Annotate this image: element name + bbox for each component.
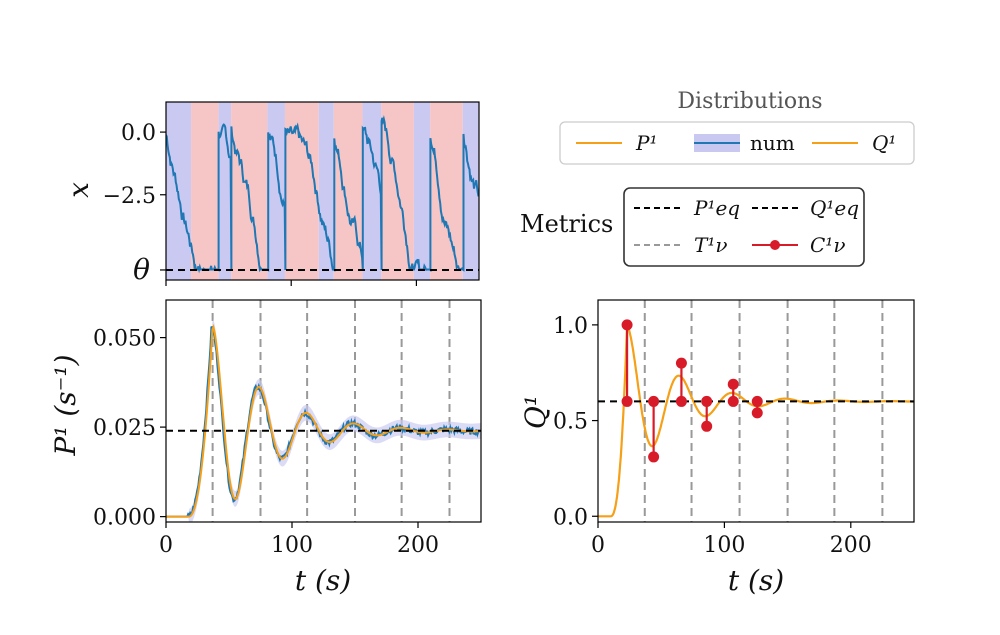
- red-state-region: [191, 102, 219, 280]
- blue-state-region: [362, 102, 382, 280]
- x-tick-label: 200: [397, 533, 439, 558]
- y-tick-label: 0.5: [553, 410, 588, 435]
- ticks: 0.000 0.025 0.050 0 100 200: [93, 327, 439, 558]
- c-point: [648, 451, 660, 463]
- x-axis-label: t (s): [728, 564, 784, 597]
- red-state-region: [333, 102, 363, 280]
- legend-c-label: C¹ν: [810, 233, 845, 257]
- c-base-point: [648, 395, 660, 407]
- x-axis-label: t (s): [295, 564, 351, 597]
- metrics-legend: Metrics P¹eq Q¹eq T¹ν C¹ν: [520, 187, 865, 267]
- red-state-region: [430, 102, 463, 280]
- top-left-axes: 0.0 −2.5 θ x: [62, 101, 480, 286]
- y-tick-label: 0.0: [121, 121, 156, 146]
- c-point: [621, 319, 633, 331]
- x-tick-label: 100: [271, 533, 313, 558]
- blue-state-region: [267, 102, 285, 280]
- x-tick-label: 100: [703, 533, 745, 558]
- y-axis-label: Q¹: [519, 395, 552, 429]
- y-axis-label: x: [62, 182, 95, 198]
- state-background: [166, 102, 479, 280]
- legend-peq-label: P¹eq: [693, 196, 740, 220]
- c-point: [751, 407, 763, 419]
- legend-q1-label: Q¹: [872, 131, 896, 155]
- c-point: [727, 378, 739, 390]
- y-tick-label: −2.5: [103, 184, 156, 209]
- ticks: 0.0 0.5 1.0 0 100 200: [553, 314, 872, 558]
- legend-title: Distributions: [677, 89, 822, 114]
- p1-series-line: [166, 323, 481, 518]
- y-tick-label: 0.000: [93, 506, 156, 531]
- legend-title: Metrics: [520, 210, 613, 238]
- blue-state-region: [413, 102, 431, 280]
- legend-box: [623, 187, 865, 267]
- c-metric-points: [621, 319, 763, 463]
- num-confidence-band: [166, 319, 481, 522]
- legend-num-label: num: [750, 131, 795, 155]
- bottom-left-frame: [165, 299, 482, 523]
- c-base-point: [621, 395, 633, 407]
- legend-qeq-label: Q¹eq: [810, 196, 859, 220]
- legend-c-swatch-dot: [770, 240, 780, 250]
- period-lines: [211, 300, 451, 522]
- y-tick-label: 0.050: [93, 327, 156, 352]
- legend-t-label: T¹ν: [694, 233, 728, 257]
- c-point: [675, 357, 687, 369]
- c-base-point: [751, 395, 763, 407]
- c-base-point: [675, 395, 687, 407]
- y-tick-label: 1.0: [553, 314, 588, 339]
- c-base-point: [727, 395, 739, 407]
- x-tick-label: 0: [159, 533, 173, 558]
- y-ticks: 0.0 −2.5: [103, 121, 417, 286]
- period-lines: [643, 300, 884, 522]
- x-tick-label: 200: [830, 533, 872, 558]
- red-state-region: [284, 102, 319, 280]
- y-axis-label: P¹ (s⁻¹): [49, 354, 82, 456]
- x-trace: [166, 115, 479, 274]
- bottom-left-axes: 0.000 0.025 0.050 0 100 200 t (s) P¹ (s⁻¹): [49, 299, 482, 597]
- x-tick-label: 0: [591, 533, 605, 558]
- theta-tick-label: θ: [133, 253, 150, 286]
- blue-state-region: [318, 102, 334, 280]
- legend-p1-label: P¹: [635, 131, 657, 155]
- blue-state-region: [462, 102, 479, 280]
- bottom-right-frame: [597, 299, 915, 523]
- c-point: [701, 420, 713, 432]
- y-tick-label: 0.0: [553, 505, 588, 530]
- distributions-legend: Distributions P¹ num Q¹: [559, 89, 915, 165]
- c-base-point: [701, 395, 713, 407]
- y-tick-label: 0.025: [93, 416, 156, 441]
- top-left-frame: [165, 101, 480, 281]
- bottom-right-axes: 0.0 0.5 1.0 0 100 200 t (s) Q¹: [519, 299, 915, 597]
